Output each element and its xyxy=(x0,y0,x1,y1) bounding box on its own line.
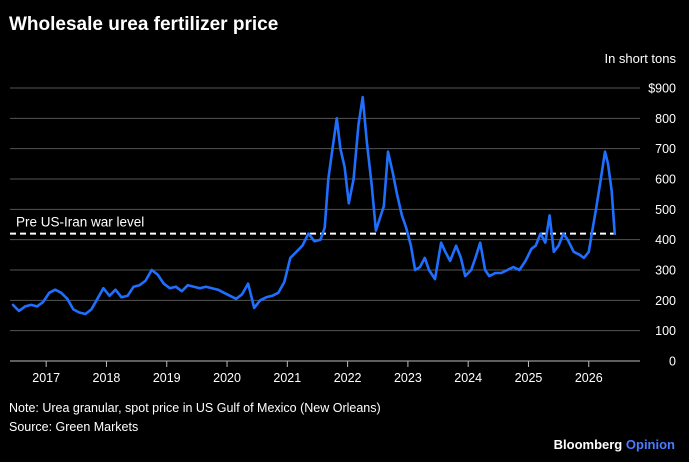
x-tick-label-2023: 2023 xyxy=(394,371,422,385)
y-tick-label-200: 200 xyxy=(655,294,676,308)
brand-logo: Bloomberg Opinion xyxy=(554,437,675,452)
chart-title: Wholesale urea fertilizer price xyxy=(9,14,279,35)
x-tick-label-2021: 2021 xyxy=(273,371,301,385)
grid-layer xyxy=(10,87,640,362)
x-tick-label-2024: 2024 xyxy=(454,371,482,385)
y-tick-label-700: 700 xyxy=(655,142,676,156)
unit-label: In short tons xyxy=(604,51,676,66)
series-layer xyxy=(11,95,616,316)
series-line-0 xyxy=(11,95,616,316)
y-tick-label-300: 300 xyxy=(655,264,676,278)
x-tick-labels: 2017 2018 2019 2020 2021 2022 2023 2024 2025 2026 xyxy=(32,361,603,385)
x-tick-label-2019: 2019 xyxy=(153,371,181,385)
y-tick-label-0: 0 xyxy=(669,355,676,369)
y-tick-label-900: $900 xyxy=(648,82,676,96)
y-tick-label-400: 400 xyxy=(655,233,676,247)
chart-source: Source: Green Markets xyxy=(9,420,139,434)
y-tick-label-800: 800 xyxy=(655,112,676,126)
x-tick-label-2026: 2026 xyxy=(575,371,603,385)
y-tick-label-500: 500 xyxy=(655,203,676,217)
y-tick-label-100: 100 xyxy=(655,324,676,338)
y-tick-label-600: 600 xyxy=(655,173,676,187)
x-tick-label-2025: 2025 xyxy=(515,371,543,385)
reference-line-group: Pre US-Iran war level xyxy=(10,215,616,235)
y-tick-labels: $900 800 700 600 500 400 300 200 100 0 xyxy=(648,82,676,369)
x-tick-label-2022: 2022 xyxy=(334,371,362,385)
brand-opinion: Opinion xyxy=(625,437,675,452)
brand-main: Bloomberg xyxy=(553,437,623,452)
x-tick-label-2018: 2018 xyxy=(93,371,121,385)
chart-note: Note: Urea granular, spot price in US Gu… xyxy=(9,401,381,415)
x-tick-label-2017: 2017 xyxy=(32,371,60,385)
reference-line-label: Pre US-Iran war level xyxy=(16,215,144,230)
x-tick-label-2020: 2020 xyxy=(213,371,241,385)
